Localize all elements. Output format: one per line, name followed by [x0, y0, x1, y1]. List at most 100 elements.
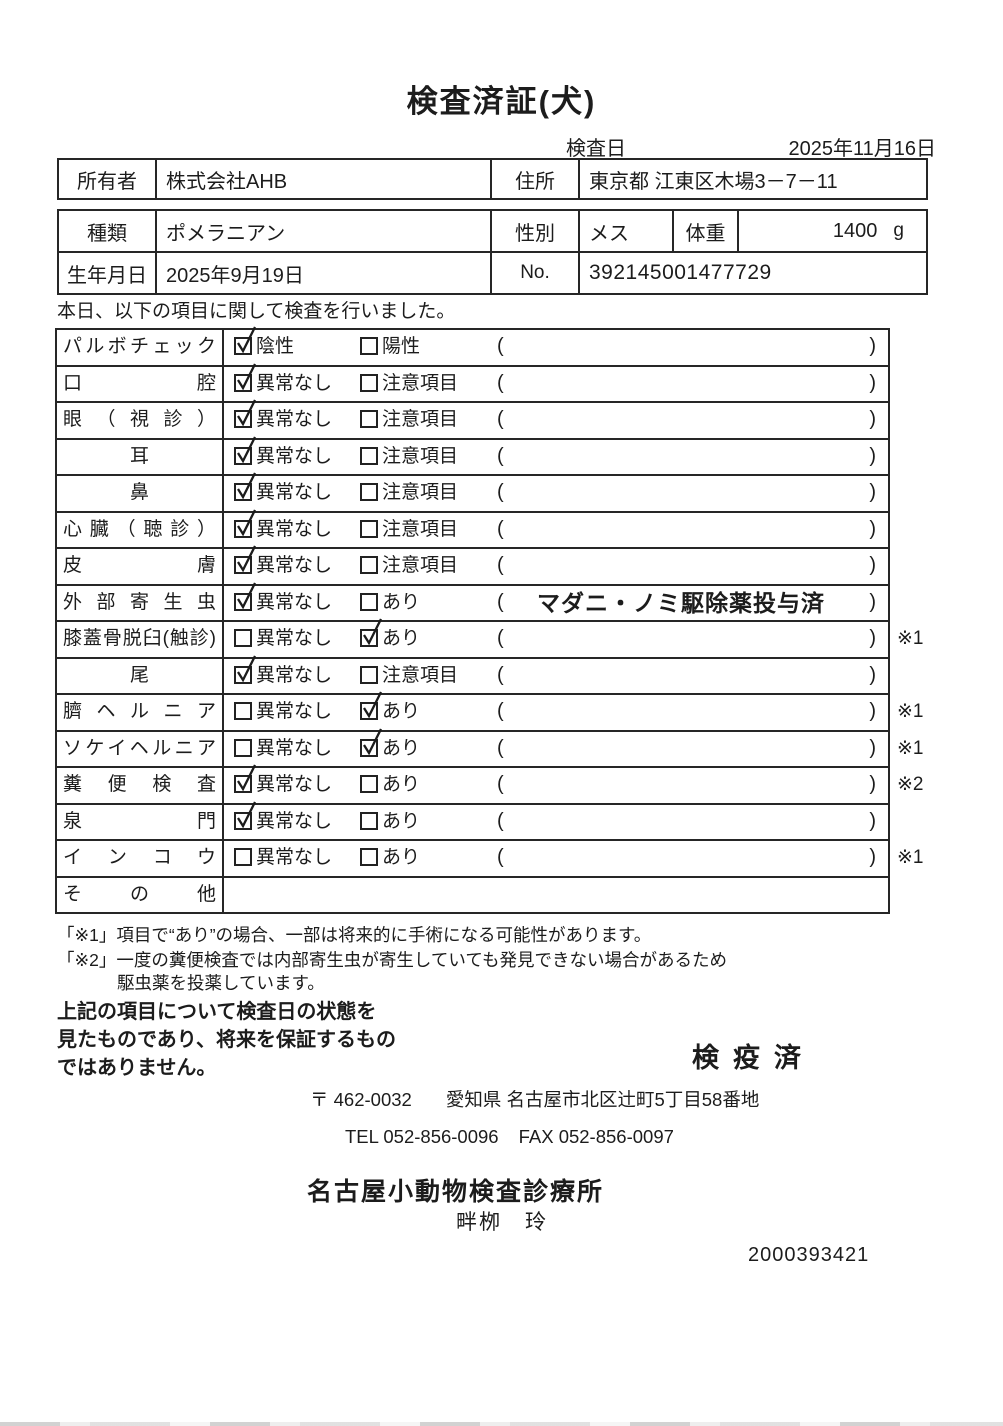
checkbox-option2	[360, 519, 378, 538]
checkbox-option1	[234, 800, 257, 830]
owner-label: 所有者	[59, 160, 157, 198]
address-value: 東京都 江東区木場3－7－11	[589, 170, 838, 193]
checklist-row: 鼻 異常なし 注意項目 ( )	[57, 472, 888, 513]
option2-label: 注意項目	[382, 555, 459, 576]
option1-label: 異常なし	[256, 372, 333, 394]
item-label: 臍ヘルニア	[57, 695, 224, 730]
no-value: 392145001477729	[589, 261, 772, 284]
checklist-row: 外部寄生虫 異常なし あり ( マダニ・ノミ駆除薬投与済 )	[57, 581, 888, 622]
footnote-2: 「※2」一度の糞便検査では内部寄生虫が寄生していても発見できない場合があるため	[57, 950, 727, 970]
clinic-name: 名古屋小動物検査診療所	[307, 1178, 605, 1206]
checkbox-option1	[234, 738, 252, 757]
checklist-row: 尾 異常なし 注意項目 ( )	[57, 654, 888, 695]
checkbox-option2	[360, 665, 378, 684]
checkbox-option2	[360, 556, 378, 574]
checkbox-option2	[360, 775, 378, 793]
option-1: 異常なし	[234, 764, 333, 801]
option-1: 異常なし	[234, 472, 332, 509]
check-mark-icon	[237, 764, 257, 792]
option1-label: 異常なし	[256, 628, 333, 649]
no-label: No.	[492, 253, 580, 293]
paren-close-mark: )	[869, 408, 876, 430]
clinic-fax: FAX 052-856-0097	[518, 1126, 674, 1147]
option-2: あり	[360, 586, 420, 619]
checkbox-option2	[360, 618, 383, 647]
paren-open-mark: (	[497, 444, 504, 467]
checklist-row: 皮膚 異常なし 注意項目 ( )	[57, 545, 888, 586]
option-1: 異常なし	[234, 508, 332, 546]
checkbox-option1	[234, 702, 252, 720]
disclaimer-line-2: 見たものであり、将来を保証するもの	[57, 1029, 396, 1051]
footnote-mark: ※1	[897, 628, 924, 649]
option2-label: あり	[382, 628, 421, 649]
clinic-tel: TEL 052-856-0096	[345, 1126, 499, 1147]
check-mark-icon	[237, 435, 257, 463]
option-1: 異常なし	[234, 654, 332, 692]
option-2: あり	[360, 768, 420, 801]
paren-open-mark: (	[497, 371, 504, 394]
option-1: 異常なし	[234, 622, 332, 655]
footnote-2-continued: 駆虫薬を投薬しています。	[117, 973, 325, 993]
item-label: パルボチェック	[57, 330, 224, 365]
item-label: 耳	[57, 439, 224, 474]
checkbox-option1	[234, 848, 252, 866]
checkbox-option2	[360, 446, 378, 465]
item-result-cell: 異常なし 注意項目 ( )	[224, 545, 888, 584]
item-result-cell: 異常なし あり ( )	[224, 691, 888, 730]
checklist-row: パルボチェック 陰性 陽性 ( )	[57, 326, 888, 367]
weight-label: 体重	[674, 211, 739, 251]
check-mark-icon	[363, 618, 383, 646]
checkbox-option2	[360, 337, 378, 355]
paren-close-mark: )	[869, 517, 876, 540]
checkbox-option2	[360, 691, 383, 720]
paren-close-mark: )	[869, 444, 876, 467]
disclaimer-line-1: 上記の項目について検査日の状態を	[57, 1001, 377, 1023]
option-2: 注意項目	[360, 367, 458, 400]
paren-close-mark: )	[869, 335, 876, 357]
paren-open-mark: (	[497, 627, 504, 649]
checkbox-option2	[360, 592, 378, 611]
paren-open-mark: (	[497, 408, 504, 430]
footnote-1: 「※1」項目で“あり”の場合、一部は将来的に手術になる可能性があります。	[57, 925, 652, 945]
postal-code: 〒 462-0032	[310, 1089, 412, 1110]
paren-open-mark: (	[497, 554, 504, 576]
option-1: 異常なし	[234, 362, 333, 400]
option-1: 異常なし	[234, 435, 332, 473]
breed-value: ポメラニアン	[157, 211, 492, 251]
paren-close-mark: )	[869, 736, 876, 759]
item-label: 膝蓋骨脱臼(触診)	[57, 622, 224, 657]
checkbox-option1	[234, 326, 257, 355]
check-mark-icon	[237, 472, 257, 500]
option-1: 異常なし	[234, 841, 332, 874]
paren-close-mark: )	[869, 590, 876, 613]
result-note: マダニ・ノミ駆除薬投与済	[537, 589, 825, 616]
breed-label: 種類	[59, 211, 157, 251]
veterinarian-name: 畔栁 玲	[456, 1211, 548, 1234]
checkbox-option2	[360, 727, 383, 757]
item-result-cell: 異常なし あり ( マダニ・ノミ駆除薬投与済 )	[224, 581, 888, 621]
option1-label: 異常なし	[256, 774, 333, 795]
item-label: 外部寄生虫	[57, 585, 224, 620]
sex-value: メス	[580, 211, 674, 251]
checklist-row: 心臓（聴診） 異常なし 注意項目 ( )	[57, 508, 888, 549]
scan-edge-artifact	[0, 1422, 1003, 1426]
option-2: 注意項目	[360, 659, 458, 692]
checkbox-option1	[234, 472, 257, 501]
option-2: あり	[360, 841, 420, 874]
inspection-date-value: 2025年11月16日	[788, 138, 937, 160]
item-label: 口腔	[57, 366, 224, 401]
option2-label: あり	[382, 591, 421, 613]
option2-label: 注意項目	[382, 664, 459, 686]
item-label: その他	[57, 877, 224, 912]
checklist-row: 眼（視診） 異常なし 注意項目 ( )	[57, 399, 888, 440]
check-mark-icon	[237, 654, 257, 682]
checkbox-option2	[360, 848, 378, 866]
item-result-cell: 異常なし 注意項目 ( )	[224, 472, 888, 511]
option-2: 注意項目	[360, 476, 458, 509]
option-2: 注意項目	[360, 403, 458, 436]
checklist-row: 膝蓋骨脱臼(触診) 異常なし あり ( ) ※1	[57, 618, 924, 659]
option-1: 異常なし	[234, 399, 332, 436]
item-result-cell: 異常なし 注意項目 ( )	[224, 435, 888, 475]
option2-label: 注意項目	[382, 372, 459, 394]
